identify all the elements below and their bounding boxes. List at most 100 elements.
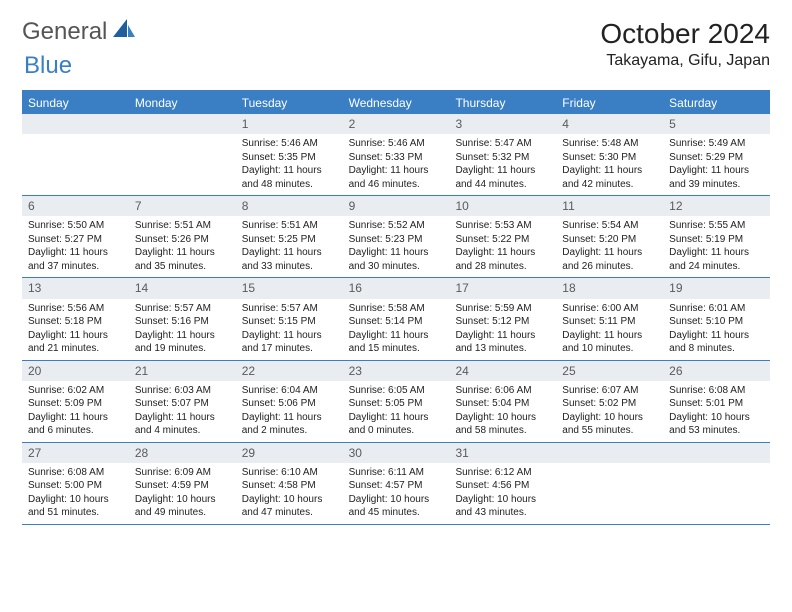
sunset-line: Sunset: 5:16 PM <box>135 315 230 329</box>
daylight-line: Daylight: 10 hours and 55 minutes. <box>562 411 657 438</box>
daylight-line: Daylight: 11 hours and 4 minutes. <box>135 411 230 438</box>
daylight-line: Daylight: 10 hours and 47 minutes. <box>242 493 337 520</box>
day-cell: 11Sunrise: 5:54 AMSunset: 5:20 PMDayligh… <box>556 196 663 277</box>
day-cell: 27Sunrise: 6:08 AMSunset: 5:00 PMDayligh… <box>22 443 129 524</box>
sunset-line: Sunset: 5:35 PM <box>242 151 337 165</box>
day-body: Sunrise: 6:10 AMSunset: 4:58 PMDaylight:… <box>236 463 343 524</box>
day-number: 1 <box>236 114 343 134</box>
day-body: Sunrise: 6:03 AMSunset: 5:07 PMDaylight:… <box>129 381 236 442</box>
day-number: 6 <box>22 196 129 216</box>
sunrise-line: Sunrise: 6:03 AM <box>135 384 230 398</box>
sunset-line: Sunset: 4:58 PM <box>242 479 337 493</box>
day-body: Sunrise: 6:09 AMSunset: 4:59 PMDaylight:… <box>129 463 236 524</box>
day-body: Sunrise: 5:59 AMSunset: 5:12 PMDaylight:… <box>449 299 556 360</box>
day-cell: 20Sunrise: 6:02 AMSunset: 5:09 PMDayligh… <box>22 361 129 442</box>
day-cell: 7Sunrise: 5:51 AMSunset: 5:26 PMDaylight… <box>129 196 236 277</box>
day-header-monday: Monday <box>129 92 236 114</box>
daylight-line: Daylight: 11 hours and 46 minutes. <box>349 164 444 191</box>
day-cell: 22Sunrise: 6:04 AMSunset: 5:06 PMDayligh… <box>236 361 343 442</box>
day-cell: 19Sunrise: 6:01 AMSunset: 5:10 PMDayligh… <box>663 278 770 359</box>
sunset-line: Sunset: 5:07 PM <box>135 397 230 411</box>
day-cell: 15Sunrise: 5:57 AMSunset: 5:15 PMDayligh… <box>236 278 343 359</box>
sunrise-line: Sunrise: 6:12 AM <box>455 466 550 480</box>
day-cell <box>22 114 129 195</box>
day-number: 27 <box>22 443 129 463</box>
sunset-line: Sunset: 5:23 PM <box>349 233 444 247</box>
day-body: Sunrise: 5:50 AMSunset: 5:27 PMDaylight:… <box>22 216 129 277</box>
day-number: 3 <box>449 114 556 134</box>
daylight-line: Daylight: 11 hours and 48 minutes. <box>242 164 337 191</box>
sunrise-line: Sunrise: 5:51 AM <box>135 219 230 233</box>
day-number: 9 <box>343 196 450 216</box>
daylight-line: Daylight: 11 hours and 24 minutes. <box>669 246 764 273</box>
sunrise-line: Sunrise: 5:54 AM <box>562 219 657 233</box>
sunset-line: Sunset: 5:29 PM <box>669 151 764 165</box>
day-body: Sunrise: 5:49 AMSunset: 5:29 PMDaylight:… <box>663 134 770 195</box>
sunset-line: Sunset: 5:04 PM <box>455 397 550 411</box>
day-number: 22 <box>236 361 343 381</box>
day-body: Sunrise: 6:07 AMSunset: 5:02 PMDaylight:… <box>556 381 663 442</box>
sunset-line: Sunset: 5:30 PM <box>562 151 657 165</box>
day-number-empty <box>22 114 129 134</box>
day-cell: 28Sunrise: 6:09 AMSunset: 4:59 PMDayligh… <box>129 443 236 524</box>
day-number-empty <box>663 443 770 463</box>
day-body: Sunrise: 5:57 AMSunset: 5:16 PMDaylight:… <box>129 299 236 360</box>
day-body: Sunrise: 6:08 AMSunset: 5:00 PMDaylight:… <box>22 463 129 524</box>
sunset-line: Sunset: 5:15 PM <box>242 315 337 329</box>
daylight-line: Daylight: 10 hours and 51 minutes. <box>28 493 123 520</box>
day-number-empty <box>556 443 663 463</box>
location-text: Takayama, Gifu, Japan <box>600 52 770 70</box>
sunset-line: Sunset: 5:05 PM <box>349 397 444 411</box>
daylight-line: Daylight: 10 hours and 45 minutes. <box>349 493 444 520</box>
logo-sail-icon <box>113 18 135 46</box>
day-cell: 21Sunrise: 6:03 AMSunset: 5:07 PMDayligh… <box>129 361 236 442</box>
day-cell: 1Sunrise: 5:46 AMSunset: 5:35 PMDaylight… <box>236 114 343 195</box>
sunset-line: Sunset: 5:10 PM <box>669 315 764 329</box>
sunset-line: Sunset: 4:57 PM <box>349 479 444 493</box>
day-number: 2 <box>343 114 450 134</box>
day-body: Sunrise: 6:01 AMSunset: 5:10 PMDaylight:… <box>663 299 770 360</box>
daylight-line: Daylight: 11 hours and 39 minutes. <box>669 164 764 191</box>
sunrise-line: Sunrise: 6:00 AM <box>562 302 657 316</box>
sunrise-line: Sunrise: 6:08 AM <box>669 384 764 398</box>
sunrise-line: Sunrise: 5:56 AM <box>28 302 123 316</box>
day-cell: 10Sunrise: 5:53 AMSunset: 5:22 PMDayligh… <box>449 196 556 277</box>
sunrise-line: Sunrise: 6:05 AM <box>349 384 444 398</box>
sunset-line: Sunset: 5:25 PM <box>242 233 337 247</box>
day-number: 17 <box>449 278 556 298</box>
daylight-line: Daylight: 11 hours and 37 minutes. <box>28 246 123 273</box>
day-body: Sunrise: 6:05 AMSunset: 5:05 PMDaylight:… <box>343 381 450 442</box>
day-body: Sunrise: 5:57 AMSunset: 5:15 PMDaylight:… <box>236 299 343 360</box>
day-cell: 9Sunrise: 5:52 AMSunset: 5:23 PMDaylight… <box>343 196 450 277</box>
day-cell: 14Sunrise: 5:57 AMSunset: 5:16 PMDayligh… <box>129 278 236 359</box>
sunset-line: Sunset: 5:18 PM <box>28 315 123 329</box>
day-number: 12 <box>663 196 770 216</box>
sunset-line: Sunset: 5:19 PM <box>669 233 764 247</box>
day-cell: 30Sunrise: 6:11 AMSunset: 4:57 PMDayligh… <box>343 443 450 524</box>
sunset-line: Sunset: 5:09 PM <box>28 397 123 411</box>
sunrise-line: Sunrise: 6:06 AM <box>455 384 550 398</box>
day-number: 23 <box>343 361 450 381</box>
daylight-line: Daylight: 11 hours and 2 minutes. <box>242 411 337 438</box>
day-header-wednesday: Wednesday <box>343 92 450 114</box>
day-header-thursday: Thursday <box>449 92 556 114</box>
day-number: 13 <box>22 278 129 298</box>
day-number: 16 <box>343 278 450 298</box>
day-cell: 2Sunrise: 5:46 AMSunset: 5:33 PMDaylight… <box>343 114 450 195</box>
day-cell: 5Sunrise: 5:49 AMSunset: 5:29 PMDaylight… <box>663 114 770 195</box>
day-number-empty <box>129 114 236 134</box>
daylight-line: Daylight: 11 hours and 6 minutes. <box>28 411 123 438</box>
day-number: 24 <box>449 361 556 381</box>
sunrise-line: Sunrise: 5:57 AM <box>135 302 230 316</box>
daylight-line: Daylight: 11 hours and 44 minutes. <box>455 164 550 191</box>
day-number: 20 <box>22 361 129 381</box>
day-cell: 3Sunrise: 5:47 AMSunset: 5:32 PMDaylight… <box>449 114 556 195</box>
daylight-line: Daylight: 11 hours and 0 minutes. <box>349 411 444 438</box>
day-cell: 13Sunrise: 5:56 AMSunset: 5:18 PMDayligh… <box>22 278 129 359</box>
sunrise-line: Sunrise: 5:52 AM <box>349 219 444 233</box>
sunrise-line: Sunrise: 6:11 AM <box>349 466 444 480</box>
sunrise-line: Sunrise: 5:47 AM <box>455 137 550 151</box>
sunrise-line: Sunrise: 5:58 AM <box>349 302 444 316</box>
day-cell: 6Sunrise: 5:50 AMSunset: 5:27 PMDaylight… <box>22 196 129 277</box>
day-number: 28 <box>129 443 236 463</box>
